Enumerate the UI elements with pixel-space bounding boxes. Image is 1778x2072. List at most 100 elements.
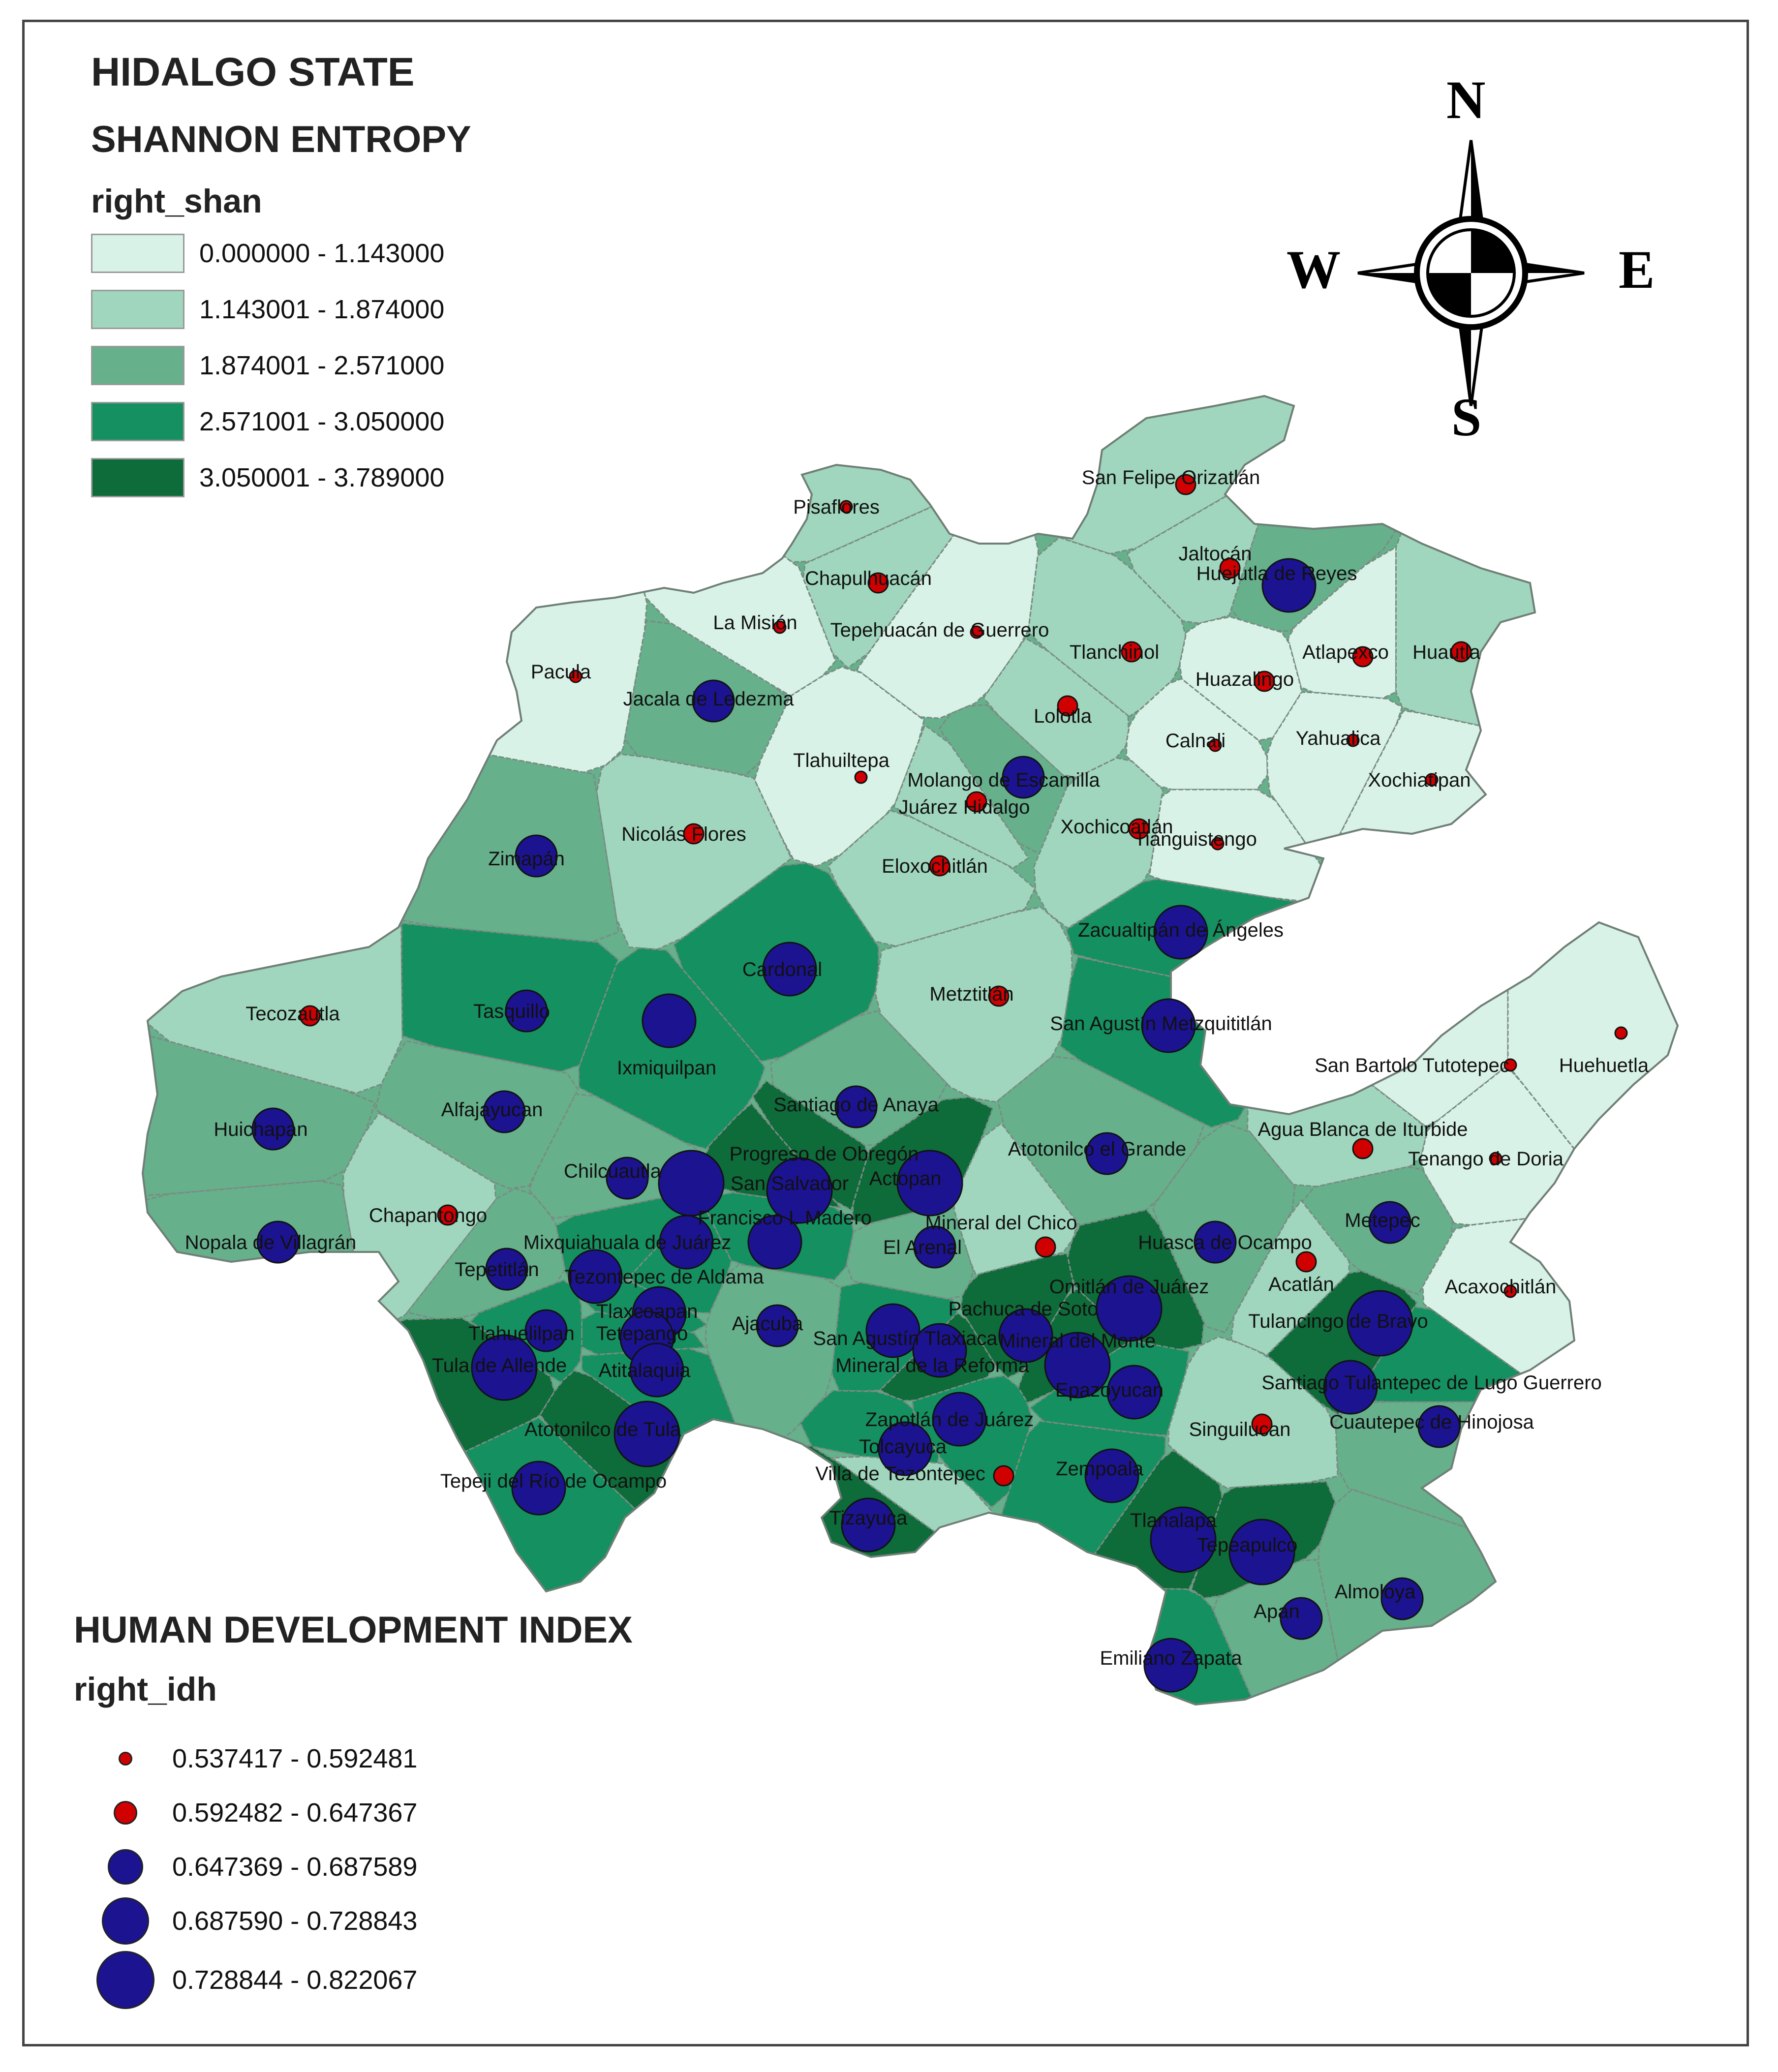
shannon-legend-item: 1.143001 - 1.874000 <box>91 290 444 329</box>
municipality-label: Pacula <box>531 661 591 683</box>
hdi-legend-item: 0.537417 - 0.592481 <box>93 1729 417 1788</box>
municipality-label: Atlapexco <box>1302 641 1389 663</box>
municipality-label: Huautla <box>1412 641 1481 663</box>
municipality-label: Acaxochitlán <box>1445 1276 1557 1298</box>
hdi-symbol <box>1380 1577 1424 1620</box>
municipality-region <box>1230 1199 1350 1356</box>
municipality-label: Tlaxcoapan <box>596 1301 698 1322</box>
municipality-region <box>143 1180 366 1401</box>
hdi-symbol <box>471 1334 538 1401</box>
municipality-region <box>893 724 1030 869</box>
municipality-label: Jaltocán <box>1179 543 1252 565</box>
municipality-label: Calnali <box>1165 730 1226 752</box>
hdi-symbol <box>114 1801 137 1825</box>
hdi-symbol <box>658 1150 725 1217</box>
municipality-region <box>374 1040 579 1190</box>
municipality-label: Tlanchinol <box>1070 641 1159 663</box>
municipality-label: Villa de Tezontepec <box>815 1463 985 1485</box>
municipality-region <box>1318 1488 1533 1705</box>
municipality-label: Tlahuiltepa <box>793 750 889 771</box>
hdi-symbol <box>929 855 950 877</box>
municipality-label: Mineral del Monte <box>999 1330 1156 1352</box>
legend-label: 2.571001 - 3.050000 <box>199 407 445 436</box>
hdi-symbol <box>1352 646 1374 668</box>
municipality-label: Huazalingo <box>1196 669 1294 690</box>
municipality-label: Tepehuacán de Guerrero <box>830 619 1049 641</box>
municipality-label: Tezontepec de Aldama <box>565 1266 764 1288</box>
hdi-symbol <box>659 1215 714 1270</box>
municipality-label: Tlahuelilpan <box>468 1323 575 1344</box>
hdi-symbol <box>878 1421 933 1476</box>
municipality-label: Juárez Hidalgo <box>899 796 1030 818</box>
hdi-symbol <box>747 1215 802 1270</box>
legend-label: 3.050001 - 3.789000 <box>199 463 445 492</box>
hdi-symbol <box>841 1497 896 1553</box>
municipality-label: Francisco I. Madero <box>698 1207 871 1229</box>
municipality-label: Molango de Escamilla <box>907 769 1100 791</box>
hdi-symbol <box>629 1342 684 1398</box>
municipality-label: Tetepango <box>596 1323 688 1344</box>
municipality-label: Atotonilco el Grande <box>1008 1138 1186 1160</box>
hdi-symbol <box>1035 1236 1056 1258</box>
legend-label: 0.537417 - 0.592481 <box>172 1744 418 1773</box>
hdi-symbol <box>96 1951 154 2009</box>
municipality-label: Metepec <box>1345 1210 1420 1231</box>
hdi-legend-item: 0.687590 - 0.728843 <box>93 1891 417 1950</box>
compass-east: E <box>1619 240 1655 300</box>
hdi-symbol <box>511 1461 566 1516</box>
hdi-symbol <box>1295 1251 1317 1273</box>
hdi-symbol <box>1219 557 1241 579</box>
shannon-legend-item: 3.050001 - 3.789000 <box>91 458 444 497</box>
hdi-legend-item: 0.592482 - 0.647367 <box>93 1783 417 1842</box>
municipality-label: Atitalaquia <box>599 1360 691 1381</box>
municipality-label: Mineral del Chico <box>925 1212 1077 1234</box>
map-title: HIDALGO STATE <box>91 50 415 94</box>
hdi-symbol <box>1489 1152 1502 1165</box>
hdi-legend-item: 0.728844 - 0.822067 <box>93 1950 417 2010</box>
municipality-label: Jacala de Ledezma <box>623 688 795 710</box>
hdi-symbol <box>988 985 1010 1007</box>
hdi-symbol <box>1175 474 1196 495</box>
municipality-label: Tecozautla <box>245 1003 340 1025</box>
hdi-field: right_idh <box>74 1671 217 1708</box>
compass-north: N <box>1446 70 1486 130</box>
legend-label: 1.874001 - 2.571000 <box>199 351 445 380</box>
legend-swatch <box>91 290 184 329</box>
hdi-symbol <box>1128 818 1150 840</box>
hdi-symbol <box>1153 905 1208 960</box>
municipality-label: Mixquiahuala de Juárez <box>523 1232 731 1253</box>
municipality-label: Epazoyucan <box>1055 1379 1164 1401</box>
municipality-region <box>406 1188 566 1320</box>
map-frame: San Felipe Orizatlán Pisaflores Jaltocán Hu… <box>22 20 1749 2046</box>
municipality-region <box>578 947 766 1150</box>
municipality-label: Tolcayuca <box>859 1436 947 1458</box>
hdi-symbol <box>932 1392 987 1447</box>
hdi-symbol <box>1254 670 1275 692</box>
municipality-label: Tepetitlán <box>455 1259 539 1280</box>
state-outline <box>141 395 1679 1706</box>
municipality-label: Yahualica <box>1296 728 1381 749</box>
hdi-symbol <box>766 1157 833 1224</box>
hdi-symbol <box>1251 1413 1273 1435</box>
legend-swatch <box>91 346 184 385</box>
shannon-legend-item: 0.000000 - 1.143000 <box>91 234 444 273</box>
hdi-symbol <box>762 942 817 997</box>
municipality-label: Zempoala <box>1056 1458 1144 1480</box>
municipality-label: Zacualtipán de Ángeles <box>1078 919 1284 941</box>
municipality-label: La Misión <box>713 612 797 634</box>
compass-rose-icon <box>1357 140 1585 406</box>
municipality-region <box>1507 907 1678 1217</box>
hdi-symbol <box>912 1323 967 1378</box>
municipality-label: Xochicoatlán <box>1060 816 1173 838</box>
municipality-label: Alfajayucan <box>441 1099 543 1121</box>
municipality-label: Lolotla <box>1034 705 1092 727</box>
hdi-symbol <box>1503 1058 1517 1072</box>
hdi-symbol <box>1323 1360 1378 1415</box>
hdi-symbol <box>966 791 987 813</box>
hidalgo-map: San Felipe OrizatlánPisafloresJaltocánHu… <box>141 395 1679 1706</box>
hdi-symbol <box>568 1249 623 1304</box>
hdi-symbol <box>854 770 868 784</box>
hdi-symbol <box>683 823 705 845</box>
municipality-label: Ixmiquilpan <box>617 1057 716 1079</box>
hdi-symbol <box>1121 641 1142 663</box>
